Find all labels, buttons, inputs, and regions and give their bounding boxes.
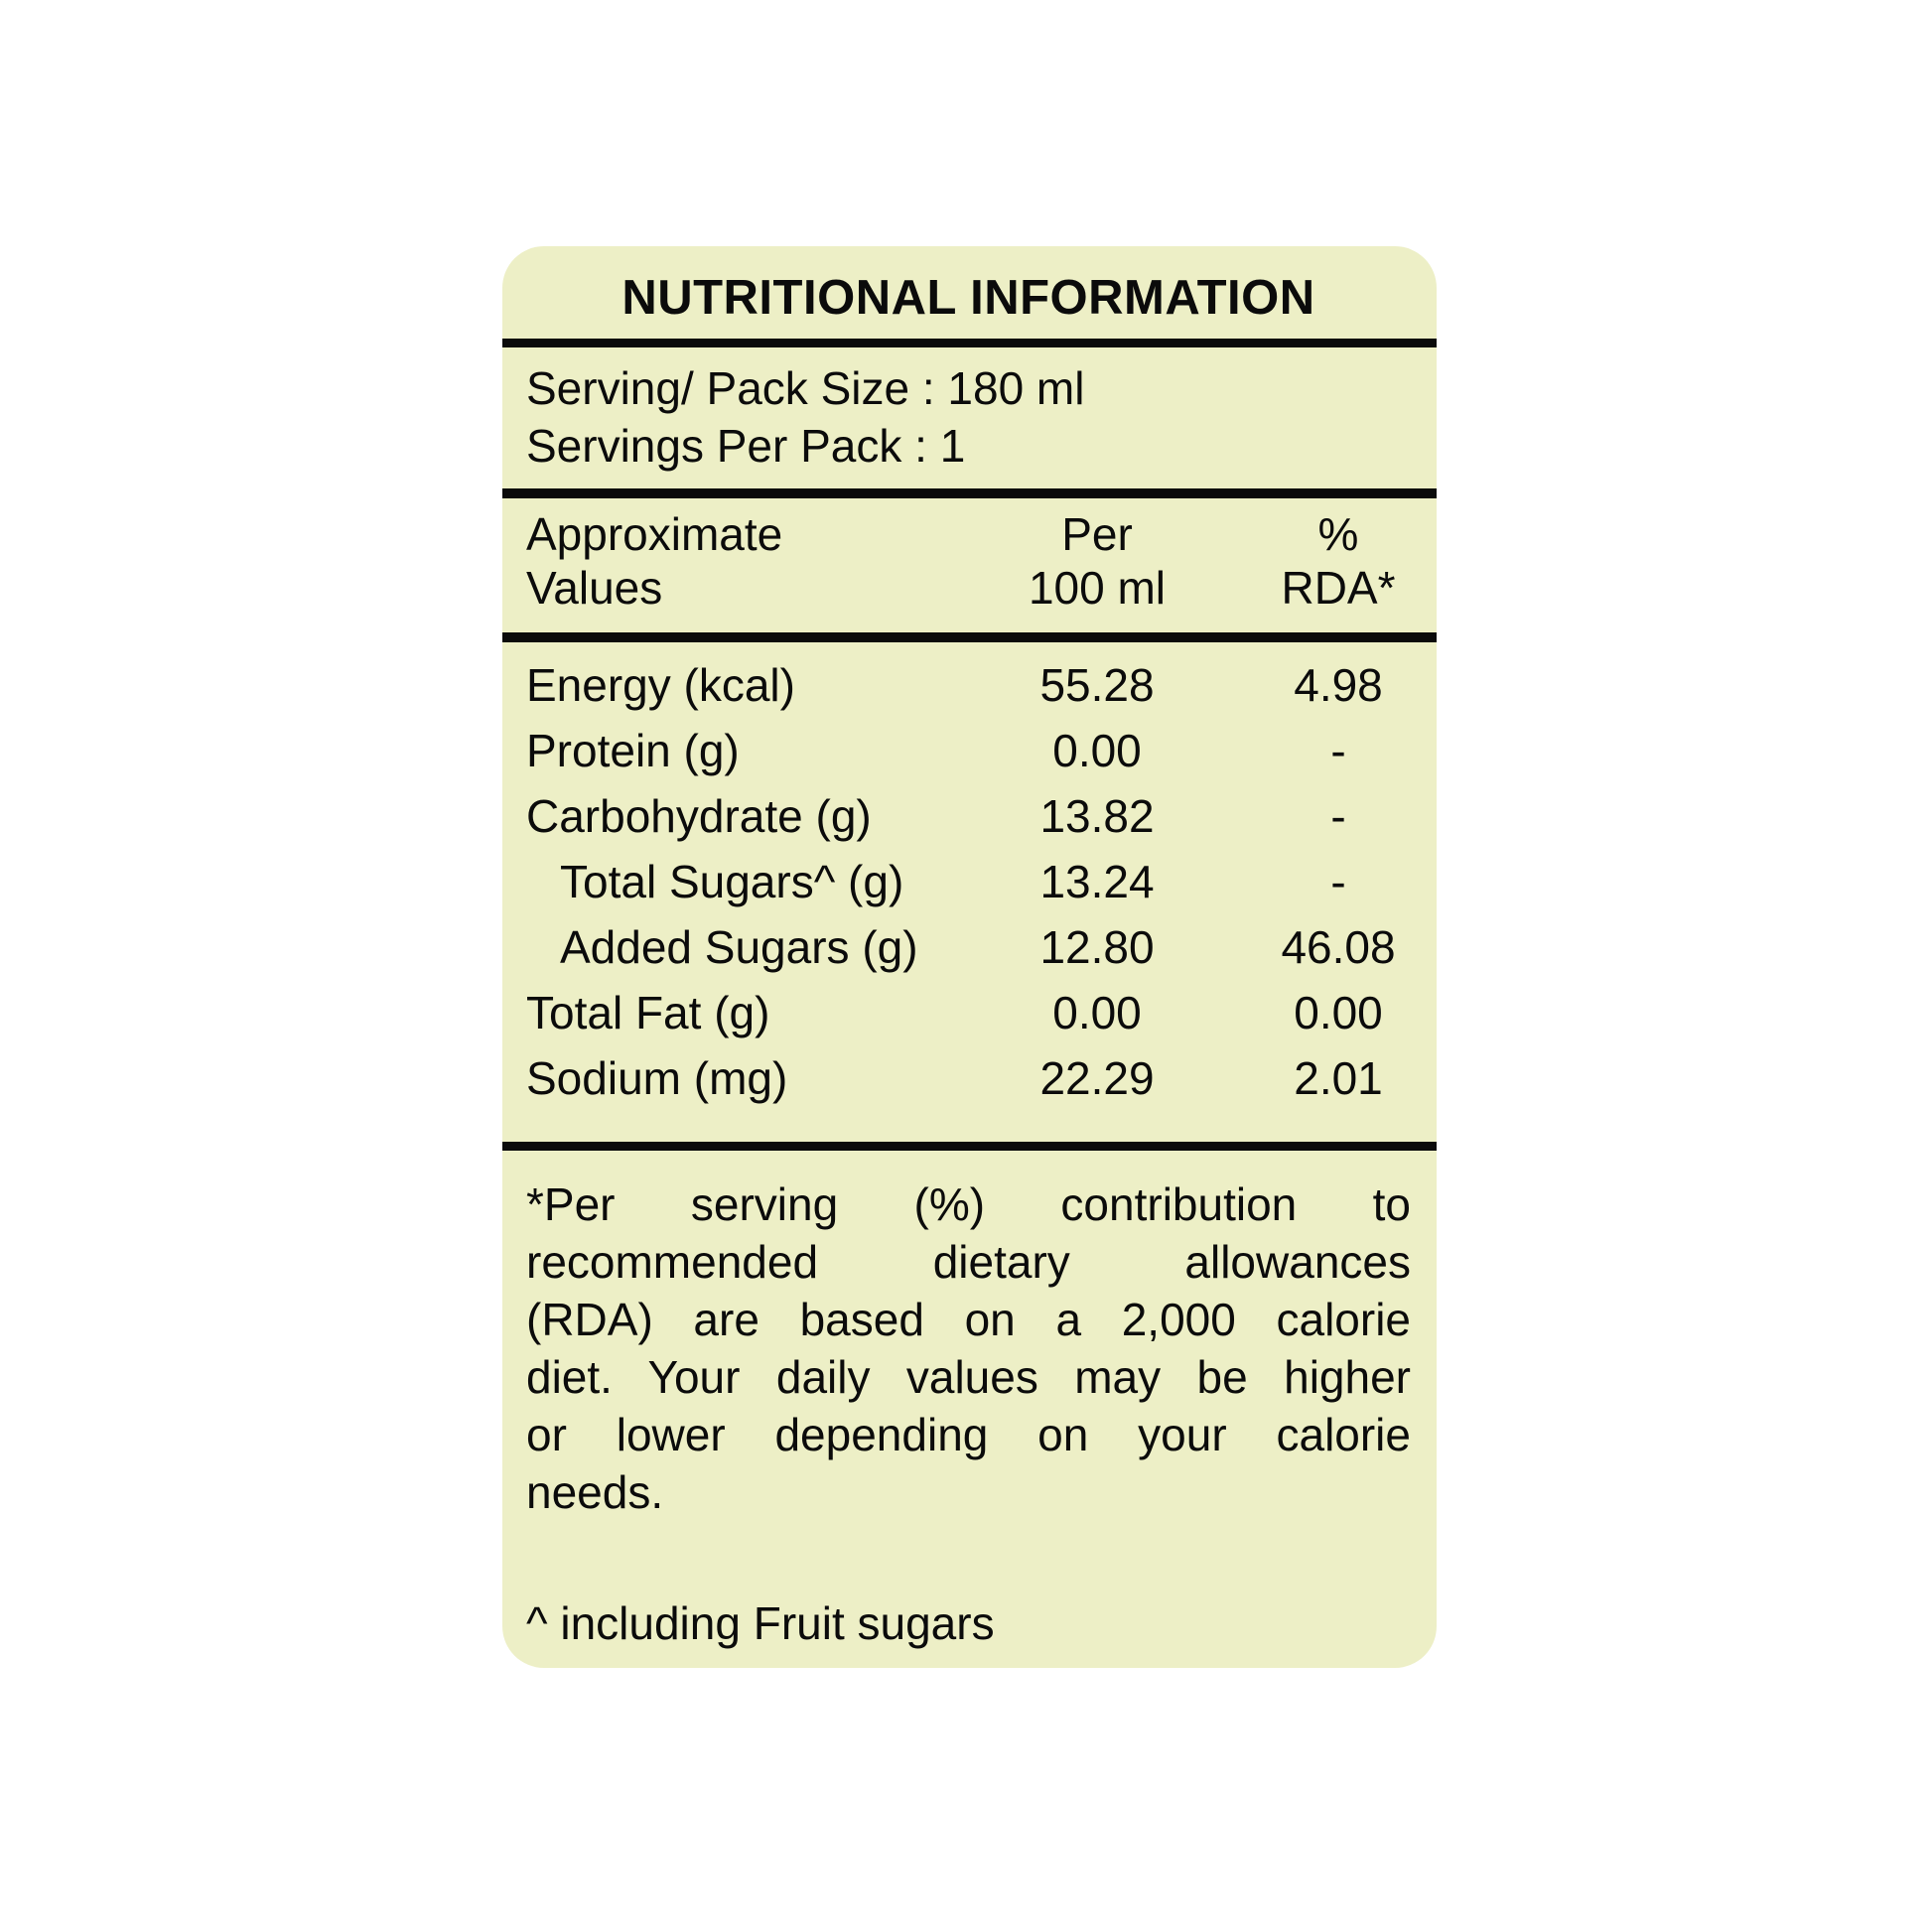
row-added-sugars-name: Added Sugars (g) [560, 921, 918, 973]
divider-under-table-header [502, 632, 1437, 642]
row-sodium-name: Sodium (mg) [526, 1052, 788, 1104]
row-protein-name: Protein (g) [526, 725, 740, 776]
footnote-line: or lower depending on your calorie [526, 1409, 1411, 1460]
footnote-line: diet. Your daily values may be higher [526, 1351, 1411, 1403]
footnote-line: recommended dietary allowances [526, 1236, 1411, 1288]
nutrition-label-title: NUTRITIONAL INFORMATION [621, 271, 1315, 325]
fruit-sugars-note: ^ including Fruit sugars [526, 1597, 995, 1649]
row-total-sugars-name: Total Sugars^ (g) [560, 856, 904, 907]
row-total-fat-name: Total Fat (g) [526, 987, 770, 1038]
row-added-sugars-rda: 46.08 [1281, 921, 1396, 973]
divider-above-table-header [502, 488, 1437, 498]
divider-under-title [502, 339, 1437, 347]
row-total-sugars-rda: - [1330, 856, 1346, 907]
serving-info: Serving/ Pack Size : 180 ml Servings Per… [526, 359, 1411, 475]
table-header: Approximate Values Per 100 ml % RDA* [526, 507, 1411, 615]
row-total-sugars-value: 13.24 [1039, 856, 1155, 907]
nutrition-label: NUTRITIONAL INFORMATION Serving/ Pack Si… [502, 246, 1437, 1668]
row-protein-rda: - [1330, 725, 1346, 776]
row-carbohydrate-value: 13.82 [1039, 790, 1155, 842]
row-protein-value: 0.00 [1052, 725, 1142, 776]
row-carbohydrate-name: Carbohydrate (g) [526, 790, 872, 842]
serving-pack-size: Serving/ Pack Size : 180 ml [526, 362, 1085, 414]
row-energy-rda: 4.98 [1294, 659, 1383, 711]
rda-footnote: *Per serving (%) contribution to recomme… [526, 1175, 1411, 1521]
row-carbohydrate-rda: - [1330, 790, 1346, 842]
header-approximate-values: Approximate Values [526, 508, 783, 614]
row-added-sugars-value: 12.80 [1039, 921, 1155, 973]
footnote-line: needs. [526, 1466, 664, 1518]
row-sodium-value: 22.29 [1039, 1052, 1155, 1104]
row-sodium-rda: 2.01 [1294, 1052, 1383, 1104]
footnote-line: (RDA) are based on a 2,000 calorie [526, 1294, 1411, 1345]
servings-per-pack: Servings Per Pack : 1 [526, 420, 966, 472]
header-per-100ml: Per 100 ml [1028, 508, 1167, 614]
row-energy-name: Energy (kcal) [526, 659, 795, 711]
row-energy-value: 55.28 [1039, 659, 1155, 711]
nutrition-table: Energy (kcal) 55.28 4.98 Protein (g) 0.0… [526, 652, 1411, 1111]
row-total-fat-value: 0.00 [1052, 987, 1142, 1038]
footnote-line: *Per serving (%) contribution to [526, 1178, 1411, 1230]
row-total-fat-rda: 0.00 [1294, 987, 1383, 1038]
divider-above-footnote [502, 1142, 1437, 1151]
header-percent-rda: % RDA* [1281, 508, 1396, 614]
